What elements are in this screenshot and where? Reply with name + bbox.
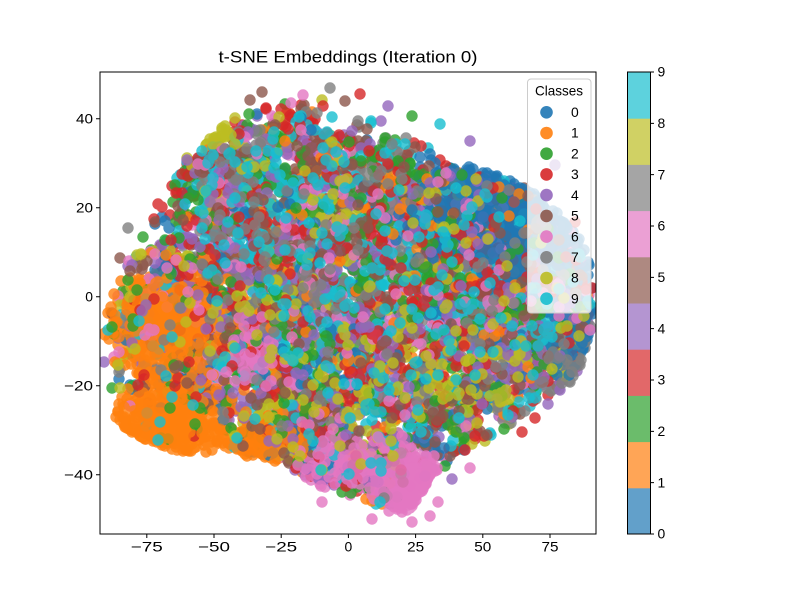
svg-text:−25: −25 — [265, 539, 297, 555]
svg-text:−75: −75 — [131, 539, 163, 555]
svg-text:4: 4 — [571, 187, 579, 203]
svg-text:2: 2 — [571, 145, 579, 161]
svg-text:8: 8 — [571, 270, 579, 286]
svg-text:7: 7 — [571, 249, 579, 265]
svg-text:7: 7 — [658, 166, 666, 182]
svg-text:50: 50 — [474, 539, 491, 555]
svg-text:t-SNE Embeddings (Iteration 0): t-SNE Embeddings (Iteration 0) — [219, 48, 478, 67]
svg-text:−20: −20 — [64, 378, 93, 394]
svg-text:3: 3 — [571, 166, 579, 182]
svg-text:−50: −50 — [198, 539, 230, 555]
svg-text:0: 0 — [571, 104, 579, 120]
svg-text:0: 0 — [85, 289, 93, 305]
svg-text:2: 2 — [658, 423, 666, 439]
svg-text:3: 3 — [658, 372, 666, 388]
svg-text:75: 75 — [542, 539, 559, 555]
svg-text:9: 9 — [658, 64, 666, 80]
svg-text:9: 9 — [571, 290, 579, 306]
svg-text:1: 1 — [658, 474, 666, 490]
svg-text:5: 5 — [658, 269, 666, 285]
svg-text:0: 0 — [658, 526, 666, 542]
svg-text:5: 5 — [571, 208, 579, 224]
svg-text:Classes: Classes — [535, 82, 583, 98]
svg-text:20: 20 — [76, 200, 93, 216]
svg-text:25: 25 — [407, 539, 424, 555]
svg-text:4: 4 — [658, 320, 666, 336]
svg-text:1: 1 — [571, 125, 579, 141]
svg-text:6: 6 — [571, 228, 579, 244]
svg-text:−40: −40 — [64, 467, 93, 483]
svg-text:6: 6 — [658, 218, 666, 234]
svg-text:0: 0 — [345, 539, 353, 555]
svg-text:40: 40 — [76, 111, 93, 127]
svg-text:8: 8 — [658, 115, 666, 131]
